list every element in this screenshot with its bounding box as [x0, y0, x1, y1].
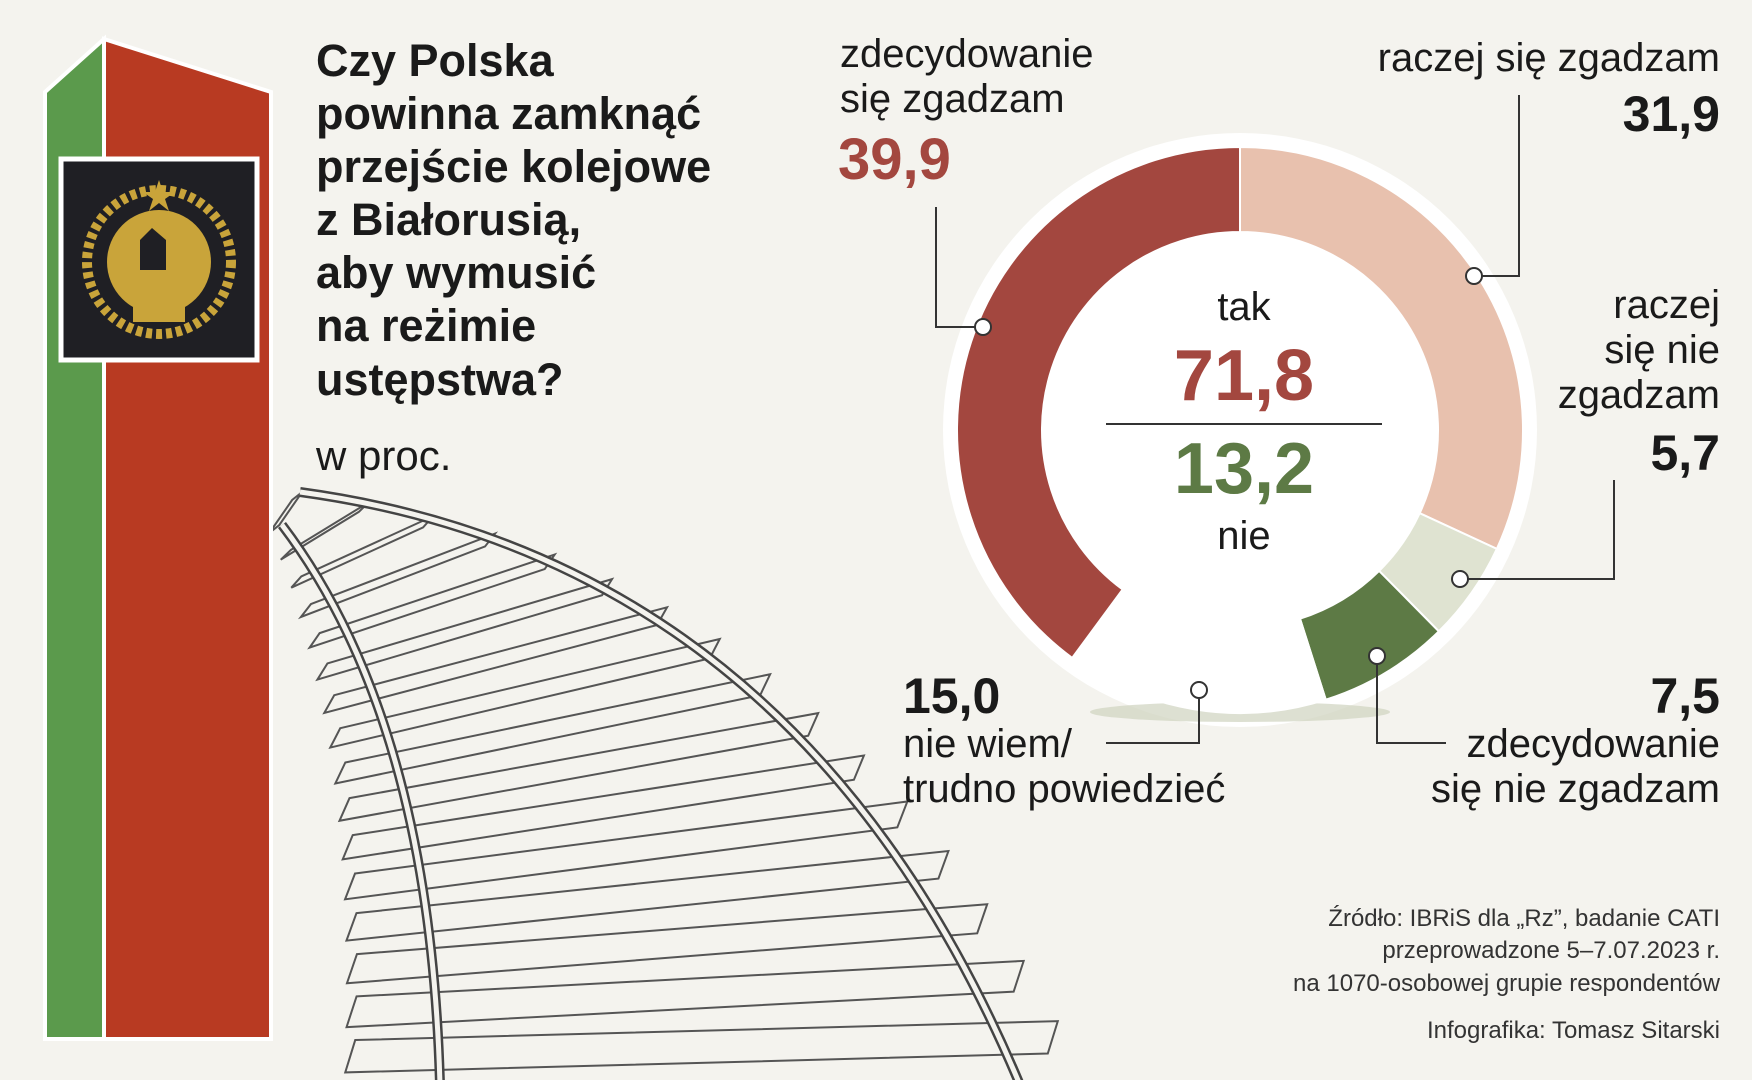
emblem: [82, 180, 236, 339]
chart-title: Czy Polska powinna zamknąć przejście kol…: [316, 35, 712, 405]
category-label: nie wiem/ trudno powiedzieć: [903, 722, 1226, 811]
value-label: 7,5: [1650, 668, 1720, 724]
leader-line: [1474, 95, 1520, 277]
railway-track: [268, 487, 1060, 1080]
sleeper: [297, 531, 499, 620]
credit: Infografika: Tomasz Sitarski: [1426, 1017, 1720, 1044]
sleeper: [290, 515, 434, 589]
sleeper: [345, 903, 989, 985]
sleeper: [337, 711, 820, 823]
center-yes-label: tak: [1217, 285, 1271, 329]
leader-line: [1106, 690, 1200, 744]
leader-dot: [1368, 647, 1386, 665]
donut-segment: [955, 145, 1241, 660]
center-no-value: 13,2: [1173, 429, 1315, 509]
leader-dot: [1190, 681, 1208, 699]
center-no-label: nie: [1217, 514, 1271, 558]
leader-dot: [974, 318, 992, 336]
sleeper: [307, 552, 558, 650]
sleeper: [345, 959, 1026, 1029]
rail-inner: [280, 523, 443, 1080]
sleeper: [315, 577, 615, 682]
category-label: raczej się nie zgadzam: [1557, 283, 1720, 417]
sleeper: [343, 1020, 1060, 1074]
sleeper: [343, 800, 909, 901]
source: Źródło: IBRiS dla „Rz”, badanie CATI prz…: [1293, 905, 1720, 997]
center-yes-value: 71,8: [1173, 336, 1315, 416]
category-label: zdecydowanie się nie zgadzam: [1430, 722, 1720, 811]
leader-line: [935, 207, 983, 328]
sleeper: [341, 754, 866, 861]
donut-segment: [1239, 145, 1524, 551]
value-label: 5,7: [1650, 425, 1720, 481]
leader-dot: [1465, 267, 1483, 285]
chart-subtitle: w proc.: [316, 432, 452, 479]
leader-dot: [1451, 570, 1469, 588]
leader-line: [1376, 656, 1446, 744]
leader-line: [1460, 480, 1615, 580]
value-label: 39,9: [838, 127, 951, 192]
rail-inner: [299, 489, 1021, 1080]
category-label: zdecydowanie się zgadzam: [840, 32, 1094, 121]
value-label: 31,9: [1622, 86, 1720, 142]
sleeper: [344, 849, 950, 942]
value-label: 15,0: [903, 668, 1001, 724]
category-label: raczej się zgadzam: [1377, 36, 1720, 80]
